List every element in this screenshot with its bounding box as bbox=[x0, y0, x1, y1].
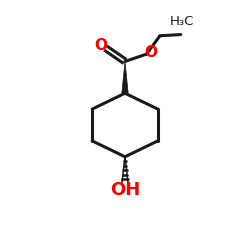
Text: OH: OH bbox=[110, 181, 140, 199]
Text: O: O bbox=[94, 38, 108, 53]
Text: H₃C: H₃C bbox=[170, 15, 194, 28]
Polygon shape bbox=[122, 62, 128, 93]
Text: O: O bbox=[144, 46, 157, 60]
